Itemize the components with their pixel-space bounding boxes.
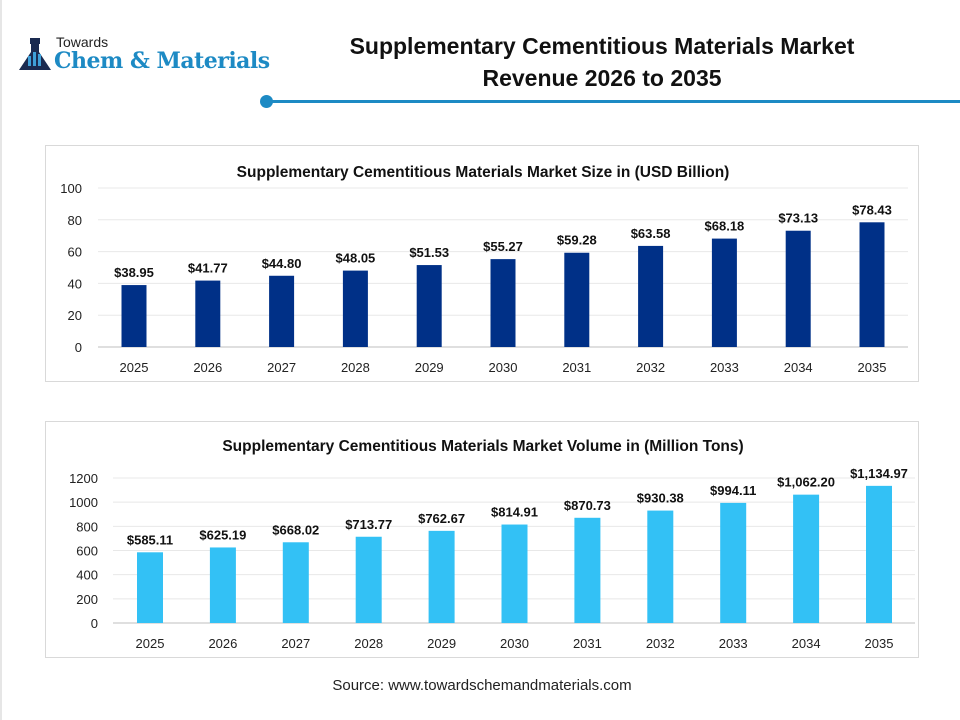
data-label: $1,134.97	[850, 466, 908, 481]
data-label: $625.19	[199, 527, 246, 542]
x-tick-label: 2034	[792, 636, 821, 651]
y-tick-label: 600	[76, 544, 98, 559]
logo-text-main: Chem & Materials	[54, 48, 270, 74]
x-tick-label: 2034	[784, 360, 813, 375]
chart-title: Supplementary Cementitious Materials Mar…	[237, 164, 730, 181]
chart-size-panel: Supplementary Cementitious Materials Mar…	[45, 145, 919, 382]
bar-2026	[209, 547, 236, 623]
x-tick-label: 2025	[136, 636, 165, 651]
y-tick-label: 1200	[69, 471, 98, 486]
bar-2027	[282, 542, 309, 623]
bar-2030	[501, 524, 528, 623]
data-label: $713.77	[345, 517, 392, 532]
chart-market-size: Supplementary Cementitious Materials Mar…	[60, 164, 908, 375]
x-tick-label: 2031	[573, 636, 602, 651]
bar-2032	[647, 510, 674, 623]
bar-2025	[121, 285, 147, 347]
title-line-2: Revenue 2026 to 2035	[482, 65, 722, 91]
x-tick-label: 2026	[208, 636, 237, 651]
y-tick-label: 40	[68, 276, 82, 291]
x-tick-label: 2033	[719, 636, 748, 651]
x-tick-label: 2028	[354, 636, 383, 651]
x-tick-label: 2031	[562, 360, 591, 375]
flask-icon	[19, 38, 51, 70]
y-tick-label: 800	[76, 519, 98, 534]
chart-title: Supplementary Cementitious Materials Mar…	[222, 438, 743, 455]
bar-2025	[137, 552, 163, 623]
bar-2028	[355, 536, 382, 623]
y-tick-label: 60	[68, 245, 82, 260]
x-tick-label: 2030	[489, 360, 518, 375]
data-label: $68.18	[705, 219, 745, 234]
y-tick-label: 0	[75, 340, 82, 355]
y-tick-label: 80	[68, 213, 82, 228]
data-label: $48.05	[336, 251, 376, 266]
y-tick-label: 0	[91, 616, 98, 631]
header-divider	[267, 100, 960, 103]
page-title: Supplementary Cementitious Materials Mar…	[302, 30, 902, 94]
bar-2035	[866, 485, 892, 623]
x-tick-label: 2025	[120, 360, 149, 375]
x-tick-label: 2035	[865, 636, 894, 651]
data-label: $1,062.20	[777, 475, 835, 490]
data-label: $78.43	[852, 202, 892, 217]
bar-2029	[416, 265, 442, 347]
chart-market-volume: Supplementary Cementitious Materials Mar…	[69, 438, 915, 651]
bar-2034	[793, 494, 820, 623]
x-tick-label: 2027	[267, 360, 296, 375]
data-label: $51.53	[409, 245, 449, 260]
data-label: $55.27	[483, 239, 523, 254]
y-tick-label: 100	[60, 181, 82, 196]
data-label: $63.58	[631, 226, 671, 241]
data-label: $59.28	[557, 233, 597, 248]
chart-volume-panel: Supplementary Cementitious Materials Mar…	[45, 421, 919, 658]
data-label: $38.95	[114, 265, 154, 280]
x-tick-label: 2032	[636, 360, 665, 375]
source-text: Source: www.towardschemandmaterials.com	[332, 677, 632, 694]
bar-2034	[785, 230, 811, 347]
data-label: $44.80	[262, 256, 302, 271]
x-tick-label: 2035	[858, 360, 887, 375]
bar-2035	[859, 222, 885, 347]
y-tick-label: 20	[68, 308, 82, 323]
title-line-1: Supplementary Cementitious Materials Mar…	[349, 33, 855, 59]
y-tick-label: 200	[76, 592, 98, 607]
y-tick-label: 1000	[69, 495, 98, 510]
data-label: $73.13	[778, 211, 818, 226]
bar-2028	[342, 270, 368, 347]
bar-2033	[711, 238, 737, 347]
bar-2030	[490, 259, 516, 347]
bar-2032	[638, 245, 664, 347]
bar-2026	[195, 280, 221, 347]
header-divider-dot	[260, 95, 273, 108]
x-tick-label: 2033	[710, 360, 739, 375]
x-tick-label: 2029	[427, 636, 456, 651]
data-label: $814.91	[491, 505, 538, 520]
data-label: $668.02	[272, 522, 319, 537]
data-label: $762.67	[418, 511, 465, 526]
logo-text-top: Towards	[56, 34, 109, 50]
data-label: $41.77	[188, 261, 228, 276]
x-tick-label: 2030	[500, 636, 529, 651]
x-tick-label: 2032	[646, 636, 675, 651]
x-tick-label: 2029	[415, 360, 444, 375]
data-label: $994.11	[710, 483, 756, 498]
x-tick-label: 2027	[281, 636, 310, 651]
bar-2031	[574, 517, 601, 623]
bar-2031	[564, 252, 590, 347]
bar-2033	[720, 502, 747, 623]
data-label: $585.11	[127, 532, 173, 547]
bar-2029	[428, 530, 455, 623]
data-label: $870.73	[564, 498, 611, 513]
y-tick-label: 400	[76, 568, 98, 583]
data-label: $930.38	[637, 491, 684, 506]
bar-2027	[269, 275, 295, 347]
x-tick-label: 2026	[193, 360, 222, 375]
x-tick-label: 2028	[341, 360, 370, 375]
